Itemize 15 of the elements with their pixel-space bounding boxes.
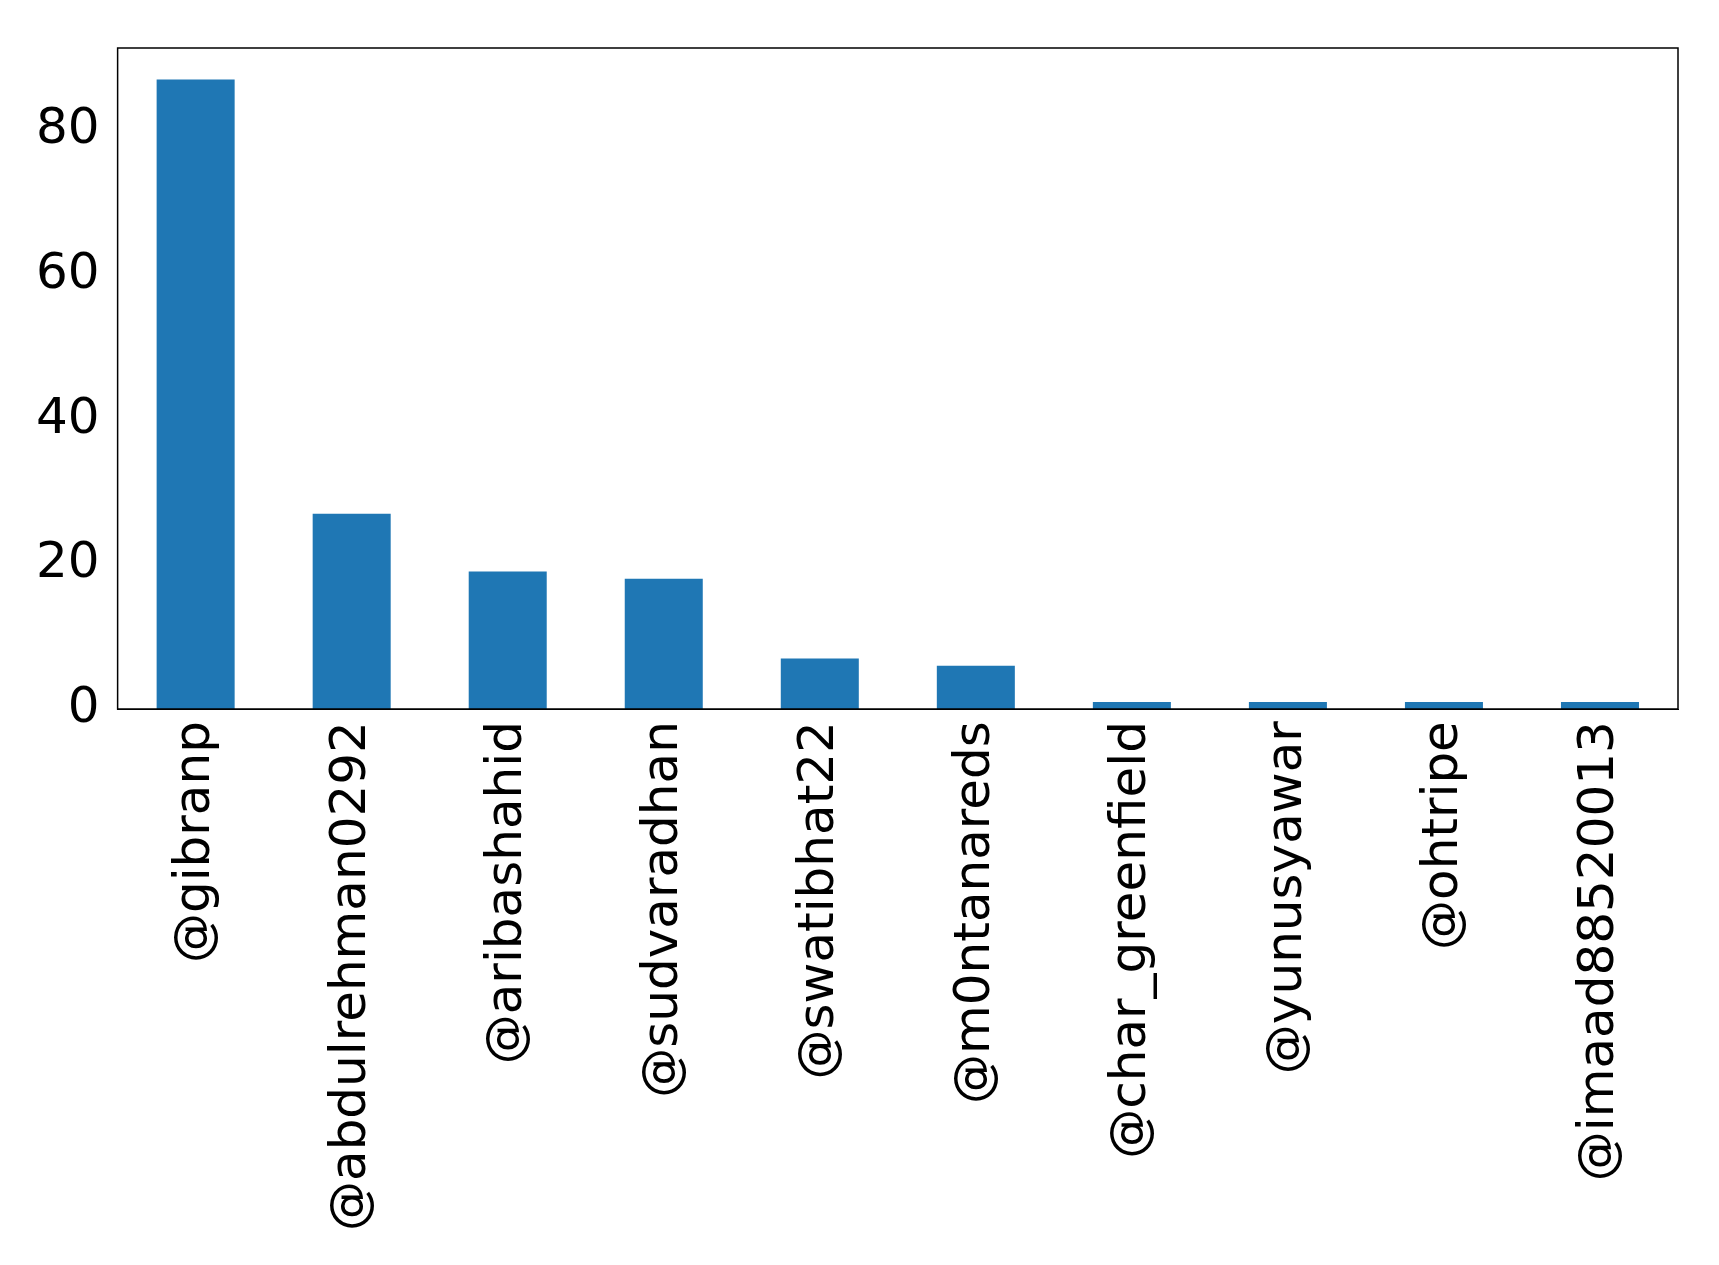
y-tick-label: 80 [36,97,100,156]
y-tick-label: 40 [36,386,100,445]
x-tick-label: @imaad88520013 [1566,721,1625,1182]
y-tick-label: 20 [36,531,100,590]
x-tick-label: @char_greenfield [1098,721,1157,1159]
x-tick-label: @ohtripe [1410,721,1469,950]
x-tick-label: @gibranp [162,721,221,964]
x-tick-label: @yunusyawar [1254,720,1313,1075]
x-tick-label: @swatibhat22 [786,721,845,1080]
x-tick-label: @abdulrehman0292 [318,721,377,1231]
x-tick-label: @aribashahid [474,721,533,1065]
y-tick-label: 0 [67,676,100,735]
y-tick-label: 60 [36,241,100,300]
x-tick-label: @sudvaradhan [630,721,689,1098]
x-tick-label: @m0ntanareds [942,721,1001,1104]
